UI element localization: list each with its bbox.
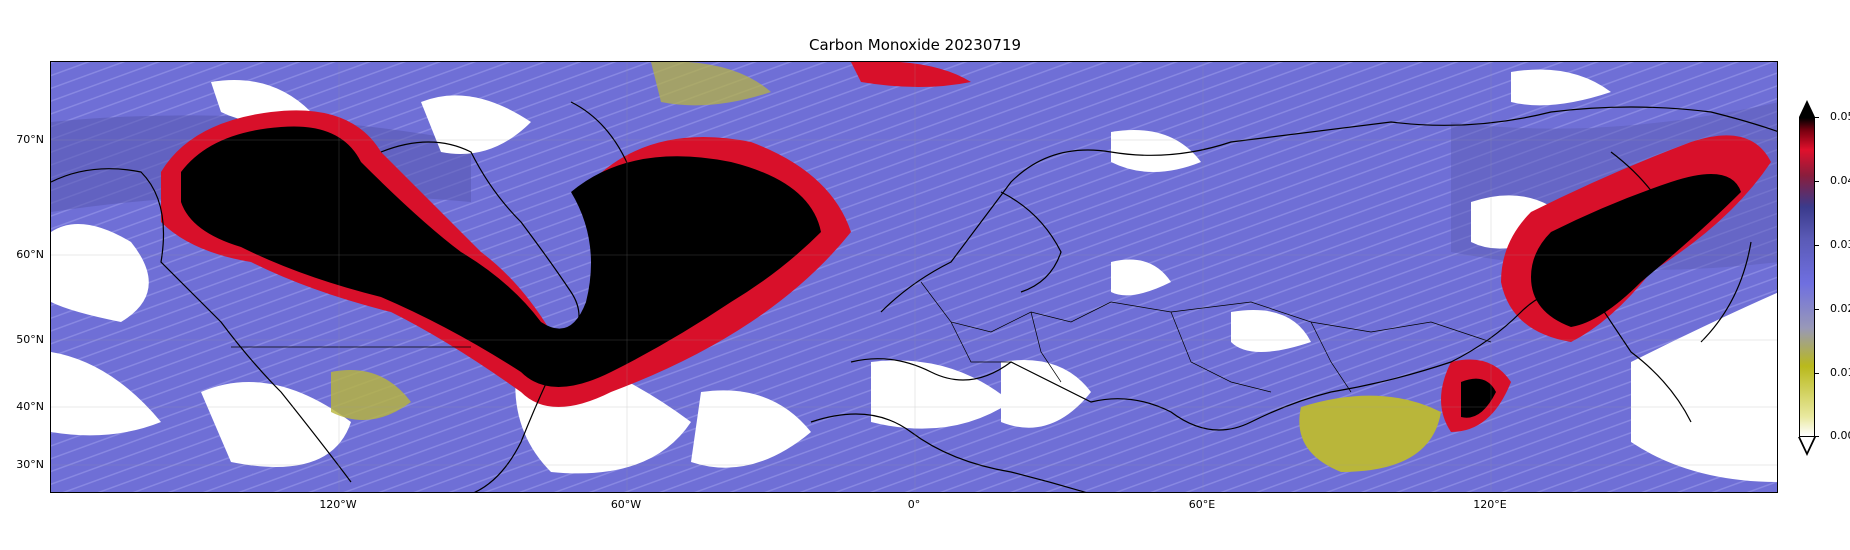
map-panel[interactable] [50, 61, 1778, 493]
lat-label-40n: 40°N [16, 400, 44, 413]
coastlines [51, 101, 1777, 492]
colorbar-tick-label: 0.01 [1830, 366, 1850, 379]
colorbar-extend-min [1800, 437, 1814, 452]
country-borders [231, 281, 1492, 393]
lon-label-60e: 60°E [1188, 498, 1216, 511]
lon-label-60w: 60°W [610, 498, 642, 511]
low-co-regions [331, 62, 1441, 472]
lon-label-120w: 120°W [319, 498, 357, 511]
colorbar [1799, 117, 1815, 437]
map-title: Carbon Monoxide 20230719 [808, 36, 1022, 54]
colorbar-tick-label: 0.03 [1830, 238, 1850, 251]
lat-label-30n: 30°N [16, 458, 44, 471]
colorbar-tick-label: 0.02 [1830, 302, 1850, 315]
map-canvas [51, 62, 1777, 492]
lon-label-120e: 120°E [1473, 498, 1507, 511]
gridlines [51, 62, 1777, 492]
colorbar-tick [1815, 245, 1819, 246]
lat-label-70n: 70°N [16, 133, 44, 146]
colorbar-extend-max [1799, 100, 1815, 117]
colorbar-tick-label: 0.04 [1830, 174, 1850, 187]
colorbar-tick [1815, 373, 1819, 374]
colorbar-tick [1815, 181, 1819, 182]
lon-label-0: 0° [907, 498, 921, 511]
colorbar-tick-label: 0.00 [1830, 429, 1850, 442]
lat-label-60n: 60°N [16, 248, 44, 261]
lat-label-50n: 50°N [16, 333, 44, 346]
high-co-plume [181, 126, 1741, 418]
colorbar-tick [1815, 117, 1819, 118]
colorbar-tick [1815, 309, 1819, 310]
colorbar-tick [1815, 436, 1819, 437]
colorbar-tick-label: 0.05 [1830, 110, 1850, 123]
